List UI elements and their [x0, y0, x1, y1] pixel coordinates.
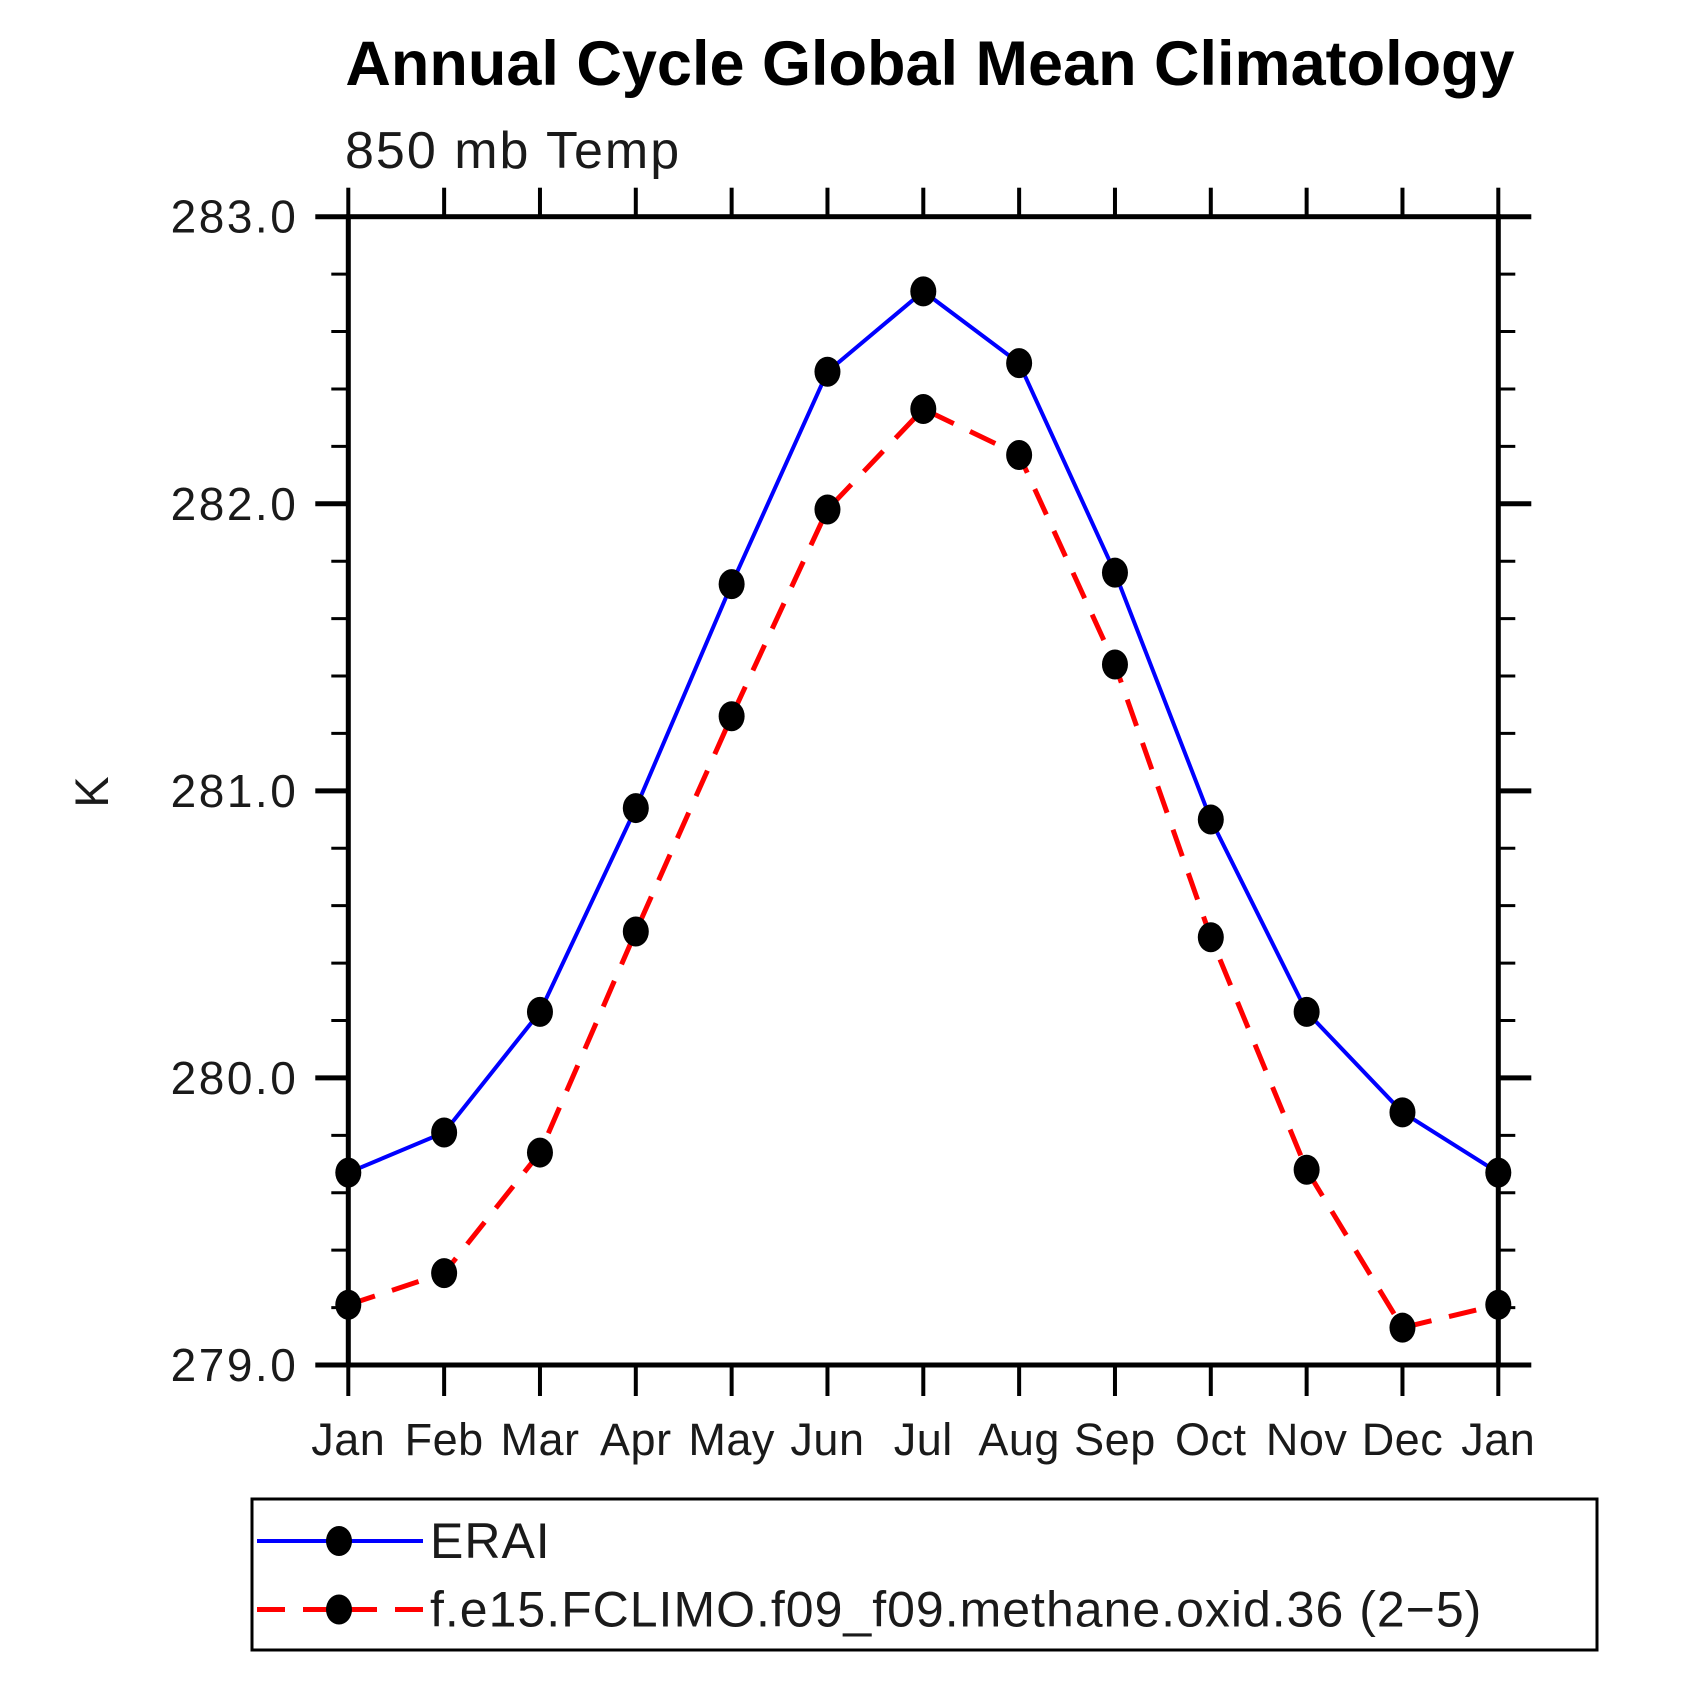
data-point-marker — [526, 1137, 553, 1168]
data-point-marker — [526, 996, 553, 1027]
y-tick-label: 283.0 — [171, 191, 299, 243]
data-point-marker — [1485, 1157, 1512, 1188]
x-tick-label: Jun — [790, 1414, 864, 1465]
data-point-marker — [1389, 1097, 1416, 1128]
data-point-marker — [1293, 996, 1320, 1027]
data-point-marker — [431, 1117, 458, 1148]
x-tick-label: Feb — [405, 1414, 484, 1465]
series-line-model — [347, 406, 1499, 1331]
chart-subtitle: 850 mb Temp — [345, 122, 681, 180]
y-tick-label: 281.0 — [171, 765, 299, 817]
legend-marker — [326, 1594, 352, 1625]
data-point-marker — [335, 1289, 362, 1320]
data-point-marker — [431, 1258, 458, 1289]
x-tick-label: Apr — [600, 1414, 672, 1465]
data-point-marker — [1197, 804, 1224, 835]
y-tick-label: 282.0 — [171, 478, 299, 530]
data-point-marker — [910, 394, 937, 425]
x-tick-label: Mar — [500, 1414, 579, 1465]
data-point-marker — [910, 276, 937, 307]
legend: ERAI f.e15.FCLIMO.f09_f09.methane.oxid.36… — [250, 1497, 1599, 1652]
data-point-marker — [814, 494, 841, 525]
y-axis-label: K — [65, 774, 118, 807]
legend-frame — [250, 1497, 1599, 1652]
plot-frame — [345, 214, 1501, 1368]
legend-label: f.e15.FCLIMO.f09_f09.methane.oxid.36 (2−… — [430, 1582, 1482, 1638]
data-point-marker — [1101, 557, 1128, 588]
data-point-marker — [1101, 649, 1128, 680]
data-point-marker — [814, 356, 841, 387]
data-point-marker — [1006, 439, 1033, 470]
x-tick-label: Sep — [1074, 1414, 1156, 1465]
data-point-marker — [335, 1157, 362, 1188]
y-tick-label: 280.0 — [171, 1052, 299, 1104]
x-tick-label: Nov — [1266, 1414, 1348, 1465]
x-tick-label: Aug — [978, 1414, 1060, 1465]
chart-title: Annual Cycle Global Mean Climatology — [345, 29, 1514, 99]
data-point-marker — [718, 701, 745, 732]
x-tick-label: Jan — [311, 1414, 385, 1465]
x-tick-label: Jan — [1461, 1414, 1535, 1465]
legend-marker — [326, 1526, 352, 1556]
x-tick-label: Jul — [894, 1414, 953, 1465]
data-point-marker — [1389, 1312, 1416, 1343]
data-point-marker — [1197, 922, 1224, 953]
data-point-marker — [718, 569, 745, 600]
data-point-marker — [1293, 1154, 1320, 1185]
data-point-marker — [1485, 1289, 1512, 1320]
x-tick-label: Dec — [1362, 1414, 1444, 1465]
legend-label: ERAI — [430, 1513, 551, 1569]
data-point-marker — [1006, 348, 1033, 379]
data-point-marker — [622, 793, 649, 824]
y-tick-label: 279.0 — [171, 1339, 299, 1391]
x-tick-label: Oct — [1175, 1414, 1247, 1465]
data-point-marker — [622, 916, 649, 947]
x-tick-label: May — [688, 1414, 775, 1465]
